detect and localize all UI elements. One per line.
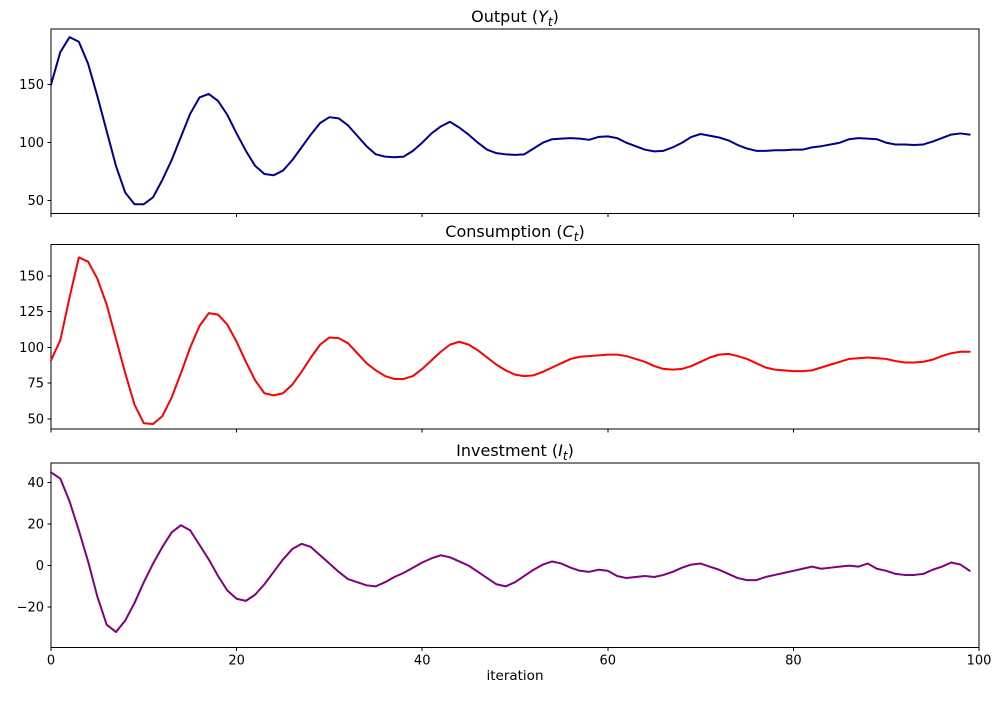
consumption-plot-title: Consumption (Ct) [51, 221, 979, 243]
y-tick-label: 20 [27, 518, 44, 533]
y-tick-label: 150 [19, 78, 44, 93]
investment-plot-title: Investment (It) [51, 440, 979, 462]
x-tick-label: 40 [414, 654, 431, 669]
y-tick-label: 125 [19, 305, 44, 320]
y-tick-label: 100 [19, 136, 44, 151]
x-tick-label: 20 [228, 654, 245, 669]
consumption-axes-box [50, 244, 980, 430]
x-tick-label: 0 [47, 654, 55, 669]
y-tick-label: 150 [19, 269, 44, 284]
x-tick-label: 100 [967, 654, 992, 669]
title-text: Investment ( [456, 441, 559, 460]
title-variable: Y [538, 7, 548, 26]
investment-line [50, 471, 971, 633]
y-tick-label: 50 [27, 412, 44, 427]
consumption-plot: 50 75 100 125 150 [19, 244, 980, 433]
y-tick-label: 100 [19, 341, 44, 356]
investment-axes-box [50, 462, 980, 648]
output-plot-title: Output (Yt) [51, 6, 979, 28]
x-tick-label: 80 [785, 654, 802, 669]
title-text: ) [552, 7, 559, 26]
title-variable: I [558, 441, 563, 460]
consumption-line [50, 256, 971, 425]
title-subscript: t [547, 15, 553, 30]
title-variable: C [562, 222, 574, 241]
title-text: ) [578, 222, 585, 241]
y-tick-label: −20 [17, 601, 44, 616]
title-subscript: t [573, 230, 579, 245]
y-tick-label: 50 [27, 194, 44, 209]
investment-plot: 0 20 40 60 80 100 −20 0 20 40 [17, 462, 992, 669]
x-axis-label: iteration [486, 668, 544, 684]
title-text: Output ( [471, 7, 539, 26]
output-plot: 50 100 150 [19, 28, 980, 217]
output-line [50, 36, 971, 206]
y-tick-label: 40 [27, 476, 44, 491]
title-text: Consumption ( [445, 222, 563, 241]
title-text: ) [567, 441, 574, 460]
y-tick-label: 75 [27, 377, 44, 392]
x-tick-label: 60 [600, 654, 617, 669]
y-tick-label: 0 [36, 559, 44, 574]
title-subscript: t [562, 449, 568, 464]
output-axes-box [50, 28, 980, 214]
